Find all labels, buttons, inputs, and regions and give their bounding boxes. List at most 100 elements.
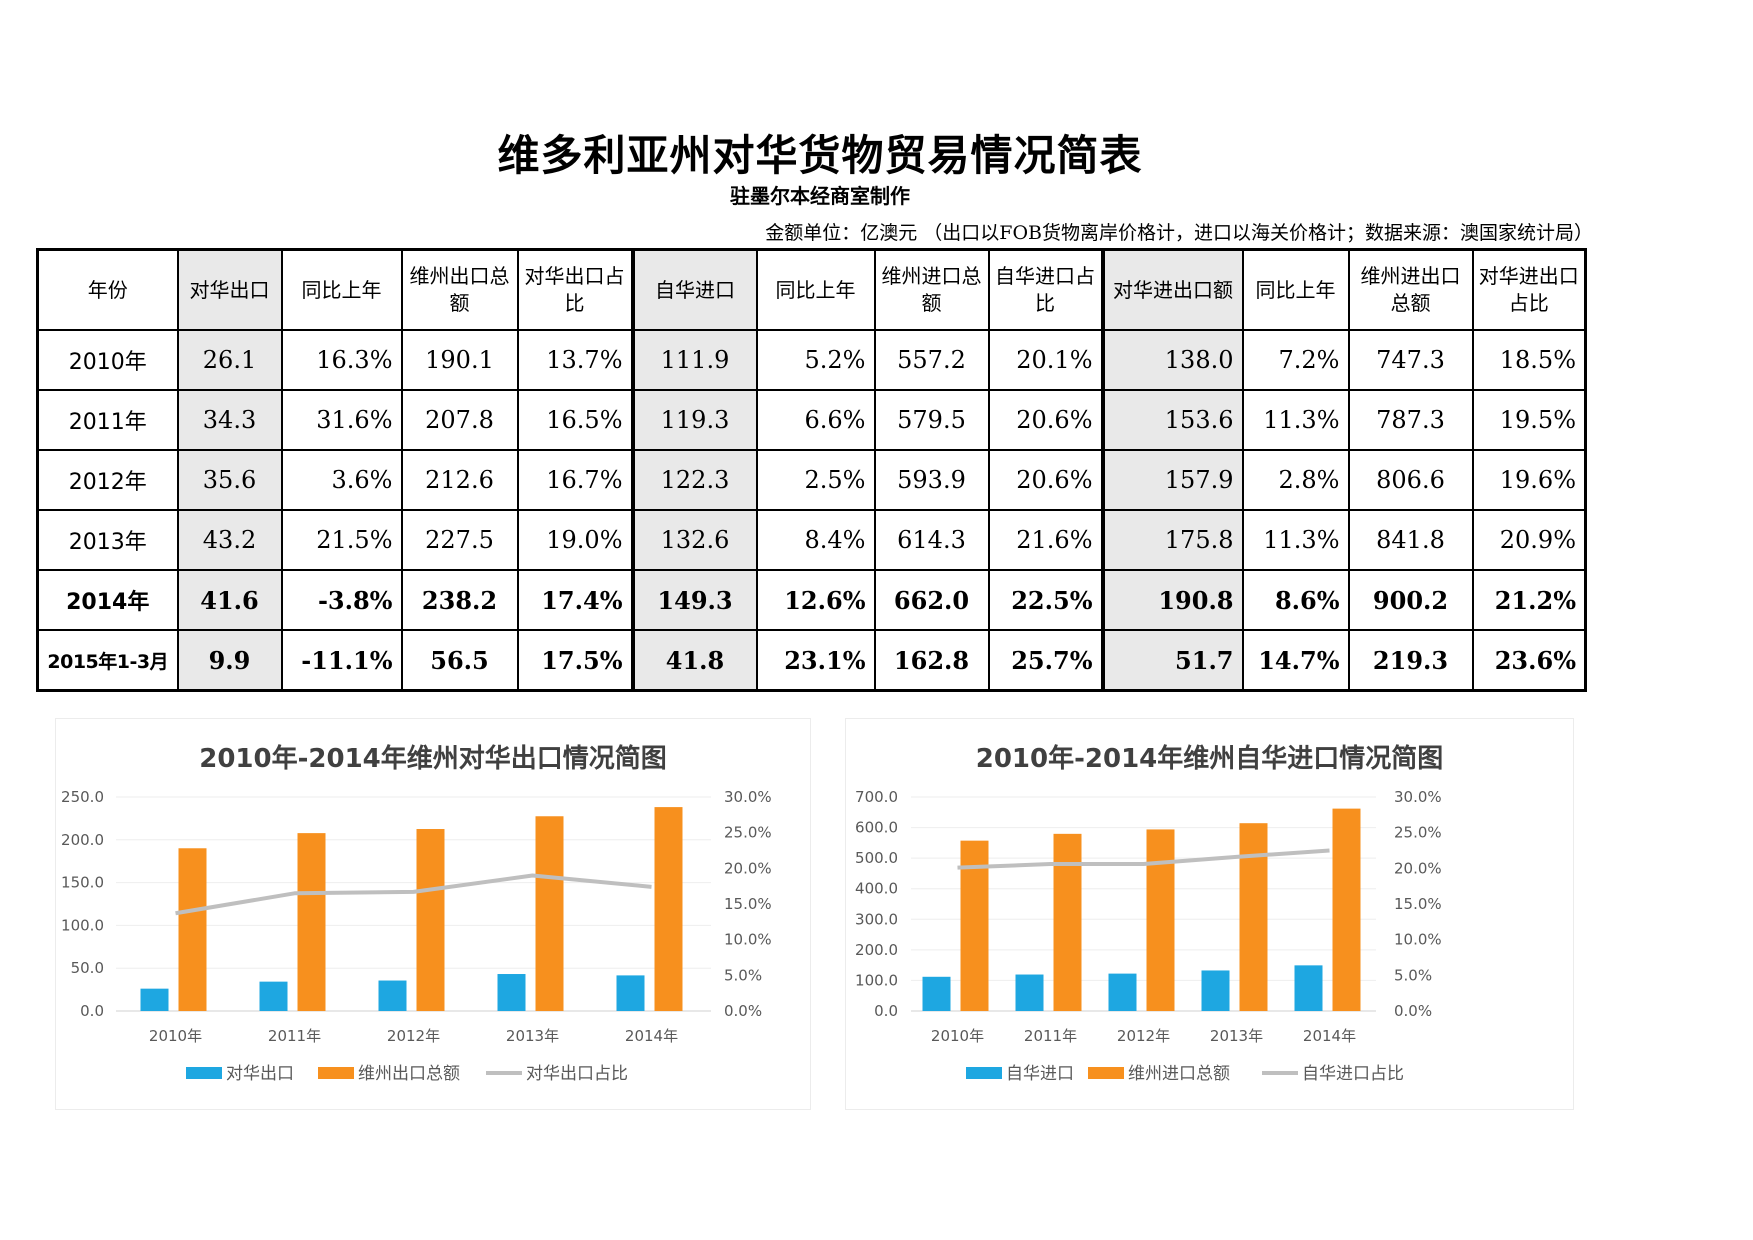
vic-import-total-cell: 162.8	[873, 629, 990, 692]
trade-with-china-cell: 190.8	[1100, 569, 1244, 631]
export-to-china-cell: 34.3	[176, 389, 283, 451]
import-yoy-cell: 12.6%	[755, 569, 876, 631]
header-vic-trade-total: 维州进出口总额	[1347, 248, 1474, 331]
bar-china	[259, 981, 288, 1011]
year-cell: 2015年1-3月	[36, 629, 179, 692]
y2-tick-label: 20.0%	[1394, 859, 1442, 877]
trade-yoy-cell: 11.3%	[1241, 509, 1350, 571]
y-tick-label: 0.0	[80, 1002, 104, 1020]
header-trade-yoy: 同比上年	[1241, 248, 1350, 331]
legend-label: 自华进口	[1006, 1064, 1074, 1084]
import-share-cell: 25.7%	[987, 629, 1104, 692]
y2-tick-label: 10.0%	[1394, 931, 1442, 949]
export-yoy-cell: 16.3%	[280, 329, 403, 391]
share-line	[175, 873, 652, 916]
x-tick-label: 2012年	[387, 1027, 440, 1045]
export-share-cell: 17.4%	[516, 569, 634, 631]
vic-import-total-cell: 579.5	[873, 389, 990, 451]
header-export-to-china: 对华出口	[176, 248, 283, 331]
export-share-cell: 19.0%	[516, 509, 634, 571]
vic-export-total-cell: 227.5	[400, 509, 519, 571]
vic-export-total-cell: 190.1	[400, 329, 519, 391]
bar-china	[616, 975, 645, 1011]
legend-swatch	[318, 1067, 354, 1079]
bar-total	[416, 829, 445, 1011]
y-tick-label: 600.0	[855, 819, 898, 837]
vic-trade-total-cell: 806.6	[1347, 449, 1474, 511]
import-yoy-cell: 8.4%	[755, 509, 876, 571]
header-import-from-china: 自华进口	[630, 248, 758, 331]
export-to-china-cell: 26.1	[176, 329, 283, 391]
y-tick-label: 700.0	[855, 788, 898, 806]
legend-label: 维州出口总额	[358, 1064, 460, 1084]
y-tick-label: 50.0	[71, 959, 104, 977]
y2-tick-label: 10.0%	[724, 931, 772, 949]
trade-yoy-cell: 2.8%	[1241, 449, 1350, 511]
export-yoy-cell: -3.8%	[280, 569, 403, 631]
legend-label: 对华出口	[226, 1064, 294, 1084]
vic-trade-total-cell: 900.2	[1347, 569, 1474, 631]
vic-trade-total-cell: 747.3	[1347, 329, 1474, 391]
bar-total	[1146, 829, 1175, 1011]
y2-tick-label: 15.0%	[1394, 895, 1442, 913]
page-title: 维多利亚州对华货物贸易情况简表	[497, 131, 1143, 180]
table-row: 2015年1-3月 9.9 -11.1% 56.5 17.5% 41.8 23.…	[36, 629, 1587, 692]
bar-china	[1015, 974, 1044, 1011]
import-share-cell: 20.6%	[987, 449, 1104, 511]
chart-title: 2010年-2014年维州自华进口情况简图	[976, 743, 1444, 774]
y2-tick-label: 0.0%	[724, 1002, 762, 1020]
y2-tick-label: 5.0%	[1394, 966, 1432, 984]
vic-export-total-cell: 212.6	[400, 449, 519, 511]
import-chart: 2010年-2014年维州自华进口情况简图 700.0 600.0 500.0 400.…	[845, 718, 1574, 1110]
vic-trade-total-cell: 841.8	[1347, 509, 1474, 571]
x-tick-label: 2010年	[931, 1027, 984, 1045]
import-from-china-cell: 119.3	[630, 389, 758, 451]
bar-total	[1053, 833, 1082, 1011]
header-vic-import-total: 维州进口总额	[873, 248, 990, 331]
year-cell: 2010年	[36, 329, 179, 391]
import-from-china-cell: 149.3	[630, 569, 758, 631]
legend-swatch	[186, 1067, 222, 1079]
trade-yoy-cell: 8.6%	[1241, 569, 1350, 631]
y-tick-label: 500.0	[855, 849, 898, 867]
bar-total	[178, 848, 207, 1011]
export-to-china-cell: 43.2	[176, 509, 283, 571]
table-row: 2013年 43.2 21.5% 227.5 19.0% 132.6 8.4% …	[36, 509, 1587, 571]
import-from-china-cell: 41.8	[630, 629, 758, 692]
header-import-yoy: 同比上年	[755, 248, 876, 331]
export-chart: 2010年-2014年维州对华出口情况简图 250.0 200.0 150.0 100.…	[55, 718, 811, 1110]
vic-import-total-cell: 662.0	[873, 569, 990, 631]
y2-tick-label: 25.0%	[724, 824, 772, 842]
export-yoy-cell: 3.6%	[280, 449, 403, 511]
bar-china	[1294, 965, 1323, 1011]
export-chart-svg: 2010年-2014年维州对华出口情况简图 250.0 200.0 150.0 100.…	[61, 743, 772, 1084]
y2-tick-label: 0.0%	[1394, 1002, 1432, 1020]
import-share-cell: 20.6%	[987, 389, 1104, 451]
trade-share-cell: 19.6%	[1471, 449, 1587, 511]
bar-china	[1201, 970, 1230, 1011]
y-tick-label: 200.0	[855, 941, 898, 959]
import-share-cell: 22.5%	[987, 569, 1104, 631]
vic-import-total-cell: 593.9	[873, 449, 990, 511]
page-subtitle: 驻墨尔本经商室制作	[730, 184, 910, 208]
bar-total	[535, 816, 564, 1011]
trade-share-cell: 18.5%	[1471, 329, 1587, 391]
y-tick-label: 400.0	[855, 880, 898, 898]
vic-export-total-cell: 207.8	[400, 389, 519, 451]
bar-total	[1332, 808, 1361, 1011]
y2-tick-label: 30.0%	[724, 788, 772, 806]
export-yoy-cell: -11.1%	[280, 629, 403, 692]
trade-with-china-cell: 153.6	[1100, 389, 1244, 451]
vic-import-total-cell: 557.2	[873, 329, 990, 391]
y2-tick-label: 30.0%	[1394, 788, 1442, 806]
export-to-china-cell: 35.6	[176, 449, 283, 511]
import-yoy-cell: 23.1%	[755, 629, 876, 692]
y2-tick-label: 5.0%	[724, 966, 762, 984]
x-tick-label: 2014年	[625, 1027, 678, 1045]
export-share-cell: 17.5%	[516, 629, 634, 692]
bar-china	[1108, 973, 1137, 1011]
import-share-cell: 20.1%	[987, 329, 1104, 391]
export-to-china-cell: 41.6	[176, 569, 283, 631]
year-cell: 2014年	[36, 569, 179, 631]
trade-with-china-cell: 175.8	[1100, 509, 1244, 571]
